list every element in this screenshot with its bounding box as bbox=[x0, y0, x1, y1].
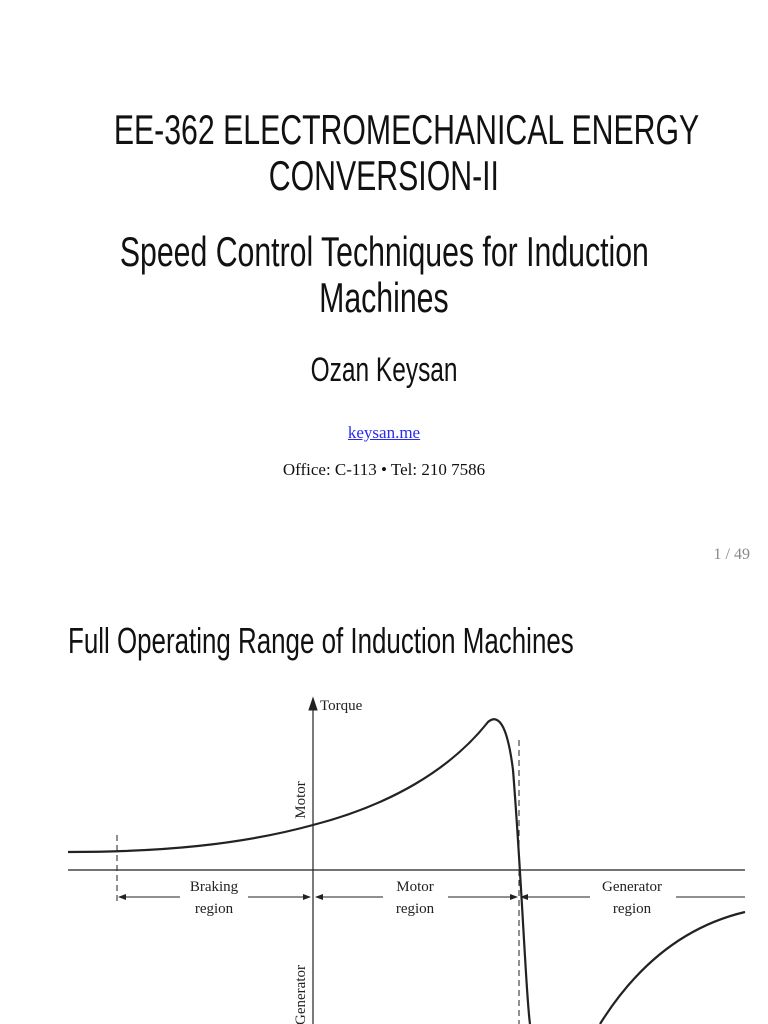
axis-label: Torque bbox=[320, 698, 363, 714]
page-number: 1 / 49 bbox=[713, 546, 750, 563]
slide-title: Full Operating Range of Induction Machin… bbox=[68, 620, 574, 661]
arrowheads bbox=[118, 894, 528, 900]
title-line: CONVERSION-II bbox=[0, 152, 768, 200]
title-text: EE-362 ELECTROMECHANICAL ENERGY bbox=[113, 106, 700, 153]
link[interactable]: keysan.me bbox=[347, 423, 421, 442]
region-label: region bbox=[195, 901, 234, 917]
title-text: CONVERSION-II bbox=[268, 152, 500, 199]
author-line: Ozan Keysan bbox=[0, 351, 768, 390]
quadrant-label: Motor bbox=[293, 781, 309, 819]
subtitle-text: Machines bbox=[319, 274, 449, 321]
region-label: Braking bbox=[190, 879, 239, 895]
torque-curve bbox=[599, 910, 746, 1024]
region-label: Motor bbox=[396, 879, 434, 895]
contact: Office: C-113 • Tel: 210 7586 bbox=[282, 460, 486, 479]
title-line: EE-362 ELECTROMECHANICAL ENERGY bbox=[0, 106, 768, 154]
torque-curve bbox=[67, 718, 532, 1024]
subtitle-text: Speed Control Techniques for Induction bbox=[119, 228, 649, 275]
figure-lines bbox=[67, 696, 746, 1024]
author: Ozan Keysan bbox=[310, 351, 458, 389]
subtitle-line: Machines bbox=[0, 274, 768, 322]
region-label: region bbox=[613, 901, 652, 917]
quadrant-label: Generator bbox=[293, 965, 309, 1024]
subtitle-line: Speed Control Techniques for Induction bbox=[0, 228, 768, 276]
arrow bbox=[308, 696, 318, 711]
link-line: keysan.me bbox=[0, 423, 768, 443]
region-label: Generator bbox=[602, 879, 662, 895]
region-label: region bbox=[396, 901, 435, 917]
